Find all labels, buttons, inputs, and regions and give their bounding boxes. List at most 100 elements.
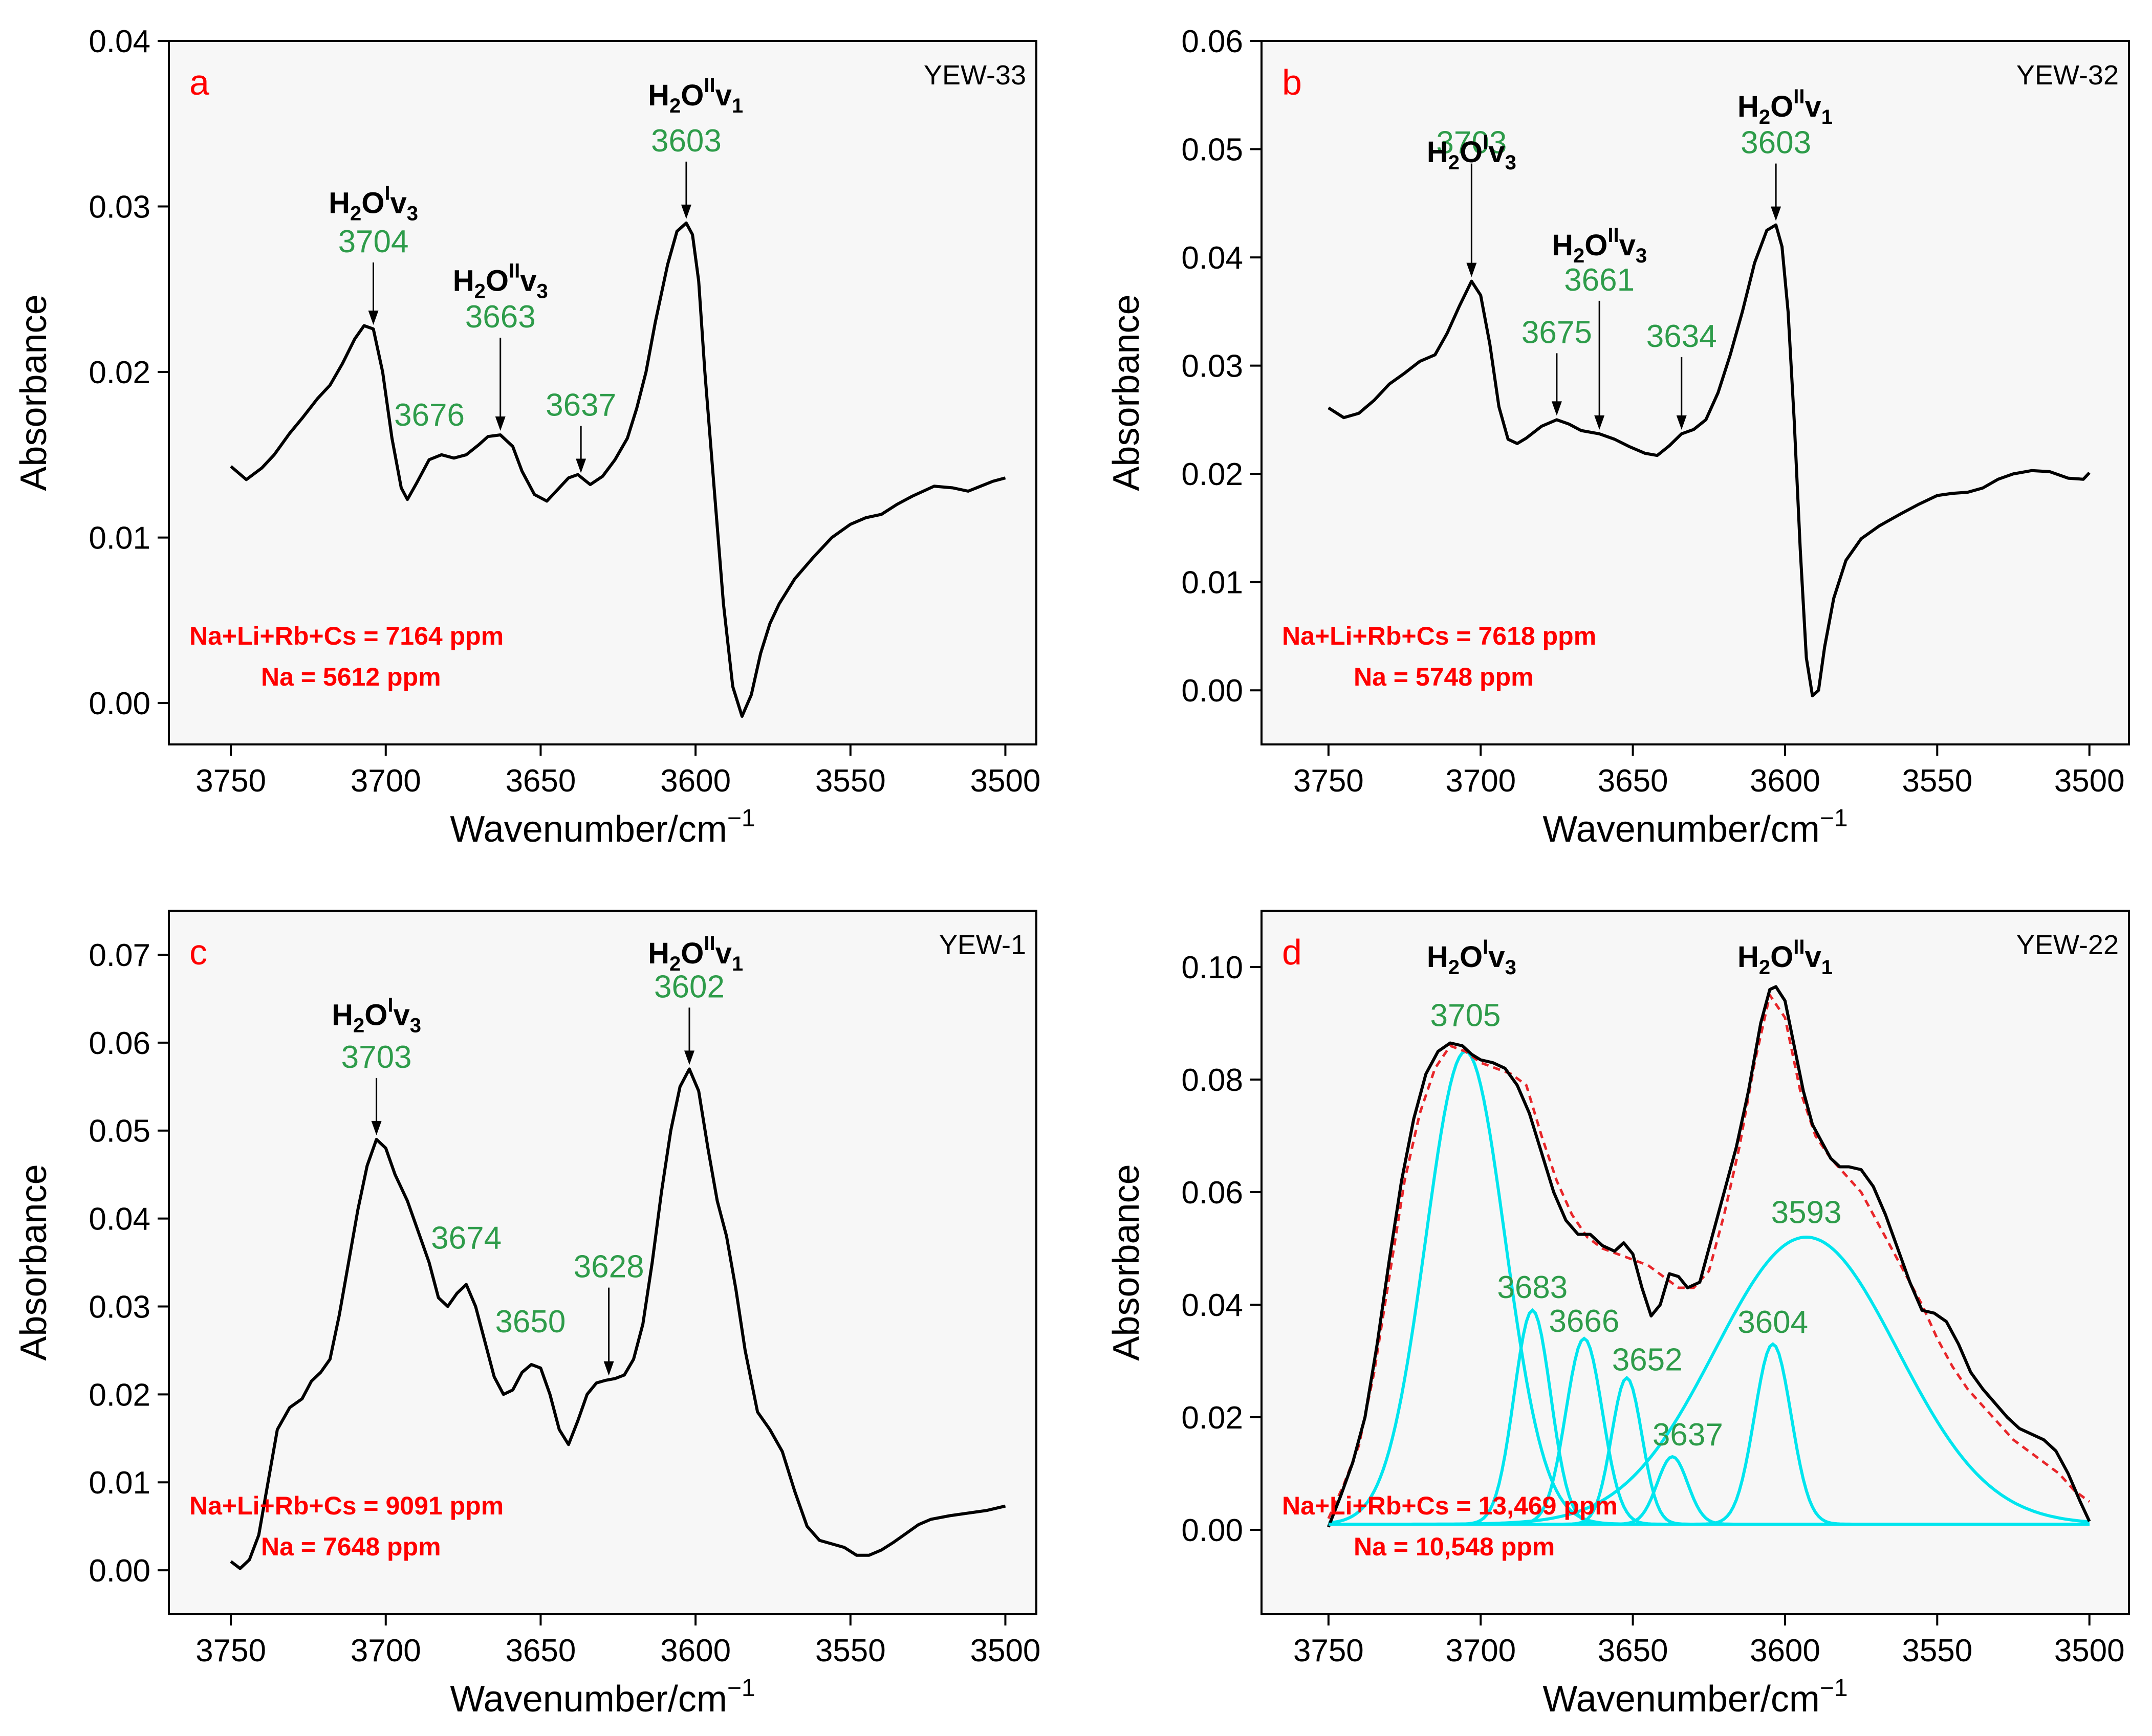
concentration-na: Na = 5612 ppm: [261, 663, 441, 691]
y-tick-label: 0.00: [1181, 1513, 1243, 1548]
y-tick-label: 0.00: [1181, 673, 1243, 709]
y-tick-label: 0.01: [89, 521, 150, 556]
sample-id: YEW-33: [924, 60, 1026, 91]
peak-arrow-head: [1594, 415, 1605, 430]
x-tick-label: 3500: [2054, 1633, 2125, 1668]
sample-id: YEW-22: [2016, 930, 2119, 960]
y-tick-label: 0.10: [1181, 950, 1243, 985]
band-label: H2OIv3: [1427, 936, 1516, 979]
band-label: H2OIv3: [1427, 131, 1516, 174]
x-tick-label: 3550: [815, 1633, 886, 1668]
x-tick-label: 3700: [1445, 763, 1516, 799]
peak-label-3663: 3663: [465, 299, 536, 335]
y-tick-label: 0.02: [1181, 457, 1243, 492]
y-tick-label: 0.00: [89, 1553, 150, 1589]
peak-label-3703: 3703: [1436, 125, 1507, 161]
x-tick-label: 3700: [351, 763, 421, 799]
y-tick-label: 0.02: [89, 1377, 150, 1413]
peak-arrow-head: [368, 310, 379, 325]
y-axis-title: Absorbance: [13, 1164, 54, 1360]
concentration-na: Na = 7648 ppm: [261, 1532, 441, 1561]
y-tick-label: 0.04: [89, 1202, 150, 1237]
peak-arrow-head: [681, 204, 691, 219]
peak-label-3637: 3637: [546, 388, 616, 423]
y-tick-label: 0.04: [1181, 1288, 1243, 1323]
peak-label-3603: 3603: [1741, 125, 1811, 161]
spectrum-line: [1328, 223, 2091, 697]
y-tick-label: 0.07: [89, 938, 150, 973]
y-tick-label: 0.00: [89, 686, 150, 721]
y-tick-label: 0.05: [1181, 133, 1243, 168]
x-tick-label: 3700: [1445, 1633, 1516, 1668]
panel-d: 3750 3700 3650 3600 3550 3500 0.00 0.02 0.04 0.06…: [1106, 910, 2130, 1720]
peak-label-3704: 3704: [338, 224, 409, 259]
y-tick-label: 0.01: [1181, 565, 1243, 601]
peak-arrow-head: [576, 458, 586, 473]
panel-letter: b: [1282, 62, 1302, 102]
peak-label-3637: 3637: [1653, 1417, 1723, 1453]
x-tick-label: 3550: [815, 763, 886, 799]
x-tick-label: 3650: [505, 763, 576, 799]
peak-label-3676: 3676: [394, 398, 465, 433]
peak-arrow-head: [684, 1050, 694, 1065]
y-axis-title: Absorbance: [1106, 294, 1147, 491]
y-tick-label: 0.04: [89, 24, 150, 59]
concentration-total: Na+Li+Rb+Cs = 13,469 ppm: [1282, 1491, 1618, 1520]
plot-area: [1260, 40, 2130, 745]
x-tick-label: 3750: [1293, 763, 1364, 799]
y-tick-label: 0.03: [89, 1289, 150, 1325]
peak-label-3602: 3602: [654, 969, 725, 1004]
concentration-na: Na = 5748 ppm: [1354, 663, 1534, 691]
band-label: H2OIv3: [329, 182, 418, 225]
peak-label-3634: 3634: [1646, 319, 1717, 354]
peak-label-3666: 3666: [1549, 1304, 1619, 1339]
band-label: H2OIIv1: [648, 74, 743, 117]
concentration-total: Na+Li+Rb+Cs = 7164 ppm: [189, 622, 504, 650]
panel-letter: a: [189, 62, 209, 102]
y-tick-label: 0.04: [1181, 240, 1243, 276]
sample-id: YEW-32: [2016, 60, 2119, 91]
y-tick-label: 0.05: [89, 1114, 150, 1149]
x-tick-label: 3550: [1902, 1633, 1972, 1668]
plot-area: [168, 40, 1037, 745]
y-tick-label: 0.06: [1181, 24, 1243, 59]
y-tick-label: 0.06: [89, 1026, 150, 1061]
y-tick-label: 0.02: [1181, 1400, 1243, 1436]
panel-b: 3750 3700 3650 3600 3550 3500 0.00 0.01 0.02 0.03…: [1106, 24, 2130, 850]
x-axis-title: Wavenumber/cm−1: [450, 805, 755, 850]
panel-c: 3750 3700 3650 3600 3550 3500 0.00 0.01 0.02 0.03…: [13, 910, 1040, 1720]
spectrum-line: [1327, 985, 2091, 1528]
fit-sum-line: [1327, 994, 2091, 1520]
peak-arrow-head: [1676, 415, 1687, 430]
x-axis-title: Wavenumber/cm−1: [1542, 805, 1847, 850]
peak-label-3703: 3703: [341, 1040, 412, 1075]
y-tick-label: 0.06: [1181, 1175, 1243, 1211]
panel-letter: c: [189, 932, 207, 972]
peak-arrow-head: [495, 416, 506, 431]
x-tick-label: 3700: [351, 1633, 421, 1668]
peak-arrow-head: [371, 1120, 382, 1135]
x-tick-label: 3750: [195, 1633, 266, 1668]
x-axis-title: Wavenumber/cm−1: [1542, 1675, 1847, 1720]
concentration-total: Na+Li+Rb+Cs = 7618 ppm: [1282, 622, 1596, 650]
band-label: H2OIIv1: [1737, 936, 1833, 979]
band-label: H2OIIv1: [1737, 85, 1833, 128]
panel-a: 3750 3700 3650 3600 3550 3500 0.00 0.01 0.02 0.03…: [13, 24, 1040, 850]
peak-label-3603: 3603: [651, 123, 722, 159]
panel-letter: d: [1282, 932, 1302, 972]
plot-area: [1260, 910, 2130, 1615]
y-tick-label: 0.03: [1181, 349, 1243, 384]
concentration-total: Na+Li+Rb+Cs = 9091 ppm: [189, 1491, 504, 1520]
peak-label-3705: 3705: [1430, 998, 1501, 1034]
peak-label-3650: 3650: [495, 1304, 566, 1339]
peak-label-3683: 3683: [1497, 1270, 1568, 1305]
x-tick-label: 3500: [970, 1633, 1040, 1668]
peak-arrow-head: [603, 1361, 614, 1376]
x-tick-label: 3650: [505, 1633, 576, 1668]
y-tick-label: 0.02: [89, 355, 150, 390]
peak-arrow-head: [1551, 401, 1562, 416]
y-tick-label: 0.03: [89, 190, 150, 225]
band-label: H2OIIv3: [453, 260, 548, 303]
spectrum-line: [230, 221, 1006, 718]
x-tick-label: 3500: [970, 763, 1040, 799]
